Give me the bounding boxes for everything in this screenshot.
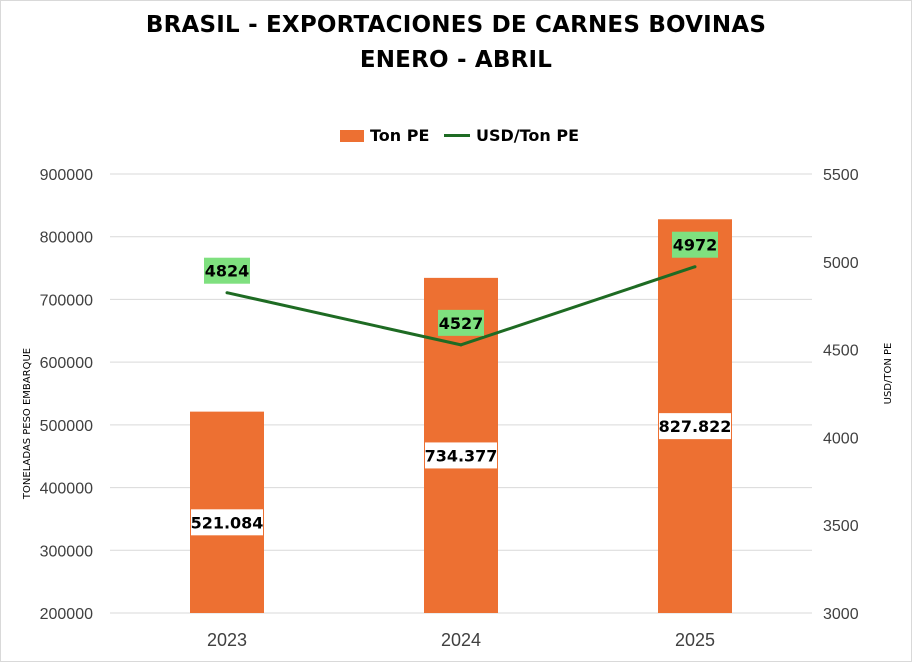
line-data-label-box [438,309,484,336]
line-data-label: 4527 [439,314,484,333]
bar-data-label: 734.377 [425,446,498,465]
x-tick-label: 2025 [675,630,715,650]
chart-title: BRASIL - EXPORTACIONES DE CARNES BOVINAS [145,12,767,38]
bar-data-label: 521.084 [191,513,264,532]
legend-swatch-bar [340,129,364,142]
y-right-tick-label: 4500 [823,343,859,360]
chart-legend: Ton PE USD/Ton PE [0,126,912,148]
legend-label-usd-ton-pe: USD/Ton PE [476,126,580,145]
line-data-label-box [204,257,250,284]
legend-label-ton-pe: Ton PE [370,126,430,145]
y-tick-label: 400000 [40,481,93,498]
line-point [225,291,229,295]
y-tick-label: 200000 [40,606,93,623]
y-tick-label: 500000 [40,418,93,435]
bar-data-label-box [191,509,263,536]
y-tick-label: 700000 [40,292,93,309]
line-data-label: 4972 [673,236,718,255]
y-right-tick-label: 3500 [823,518,859,535]
chart-subtitle: ENERO - ABRIL [359,47,553,73]
x-tick-label: 2023 [207,630,247,650]
y-right-tick-label: 4000 [823,430,859,447]
line-data-label-box [672,231,718,258]
y-tick-label: 600000 [40,355,93,372]
y-tick-label: 900000 [40,167,93,184]
bar-data-label-box [659,413,731,440]
legend-item-ton-pe: Ton PE [340,126,429,145]
y-right-tick-label: 5000 [823,255,859,272]
x-tick-label: 2024 [441,630,481,650]
line-data-label: 4824 [205,262,250,281]
y-right-tick-label: 3000 [823,606,859,623]
y-right-axis-title: USD/TON PE [883,343,894,405]
legend-item-usd-ton-pe: USD/Ton PE [444,126,579,145]
y-axis-title: TONELADAS PESO EMBARQUE [22,348,33,500]
y-tick-label: 300000 [40,543,93,560]
legend-swatch-line [444,134,470,137]
y-right-tick-label: 5500 [823,167,859,184]
bar-data-label-box [425,442,497,469]
line-point [459,343,463,347]
bar-data-label: 827.822 [659,417,732,436]
y-tick-label: 800000 [40,230,93,247]
line-point [693,265,697,269]
